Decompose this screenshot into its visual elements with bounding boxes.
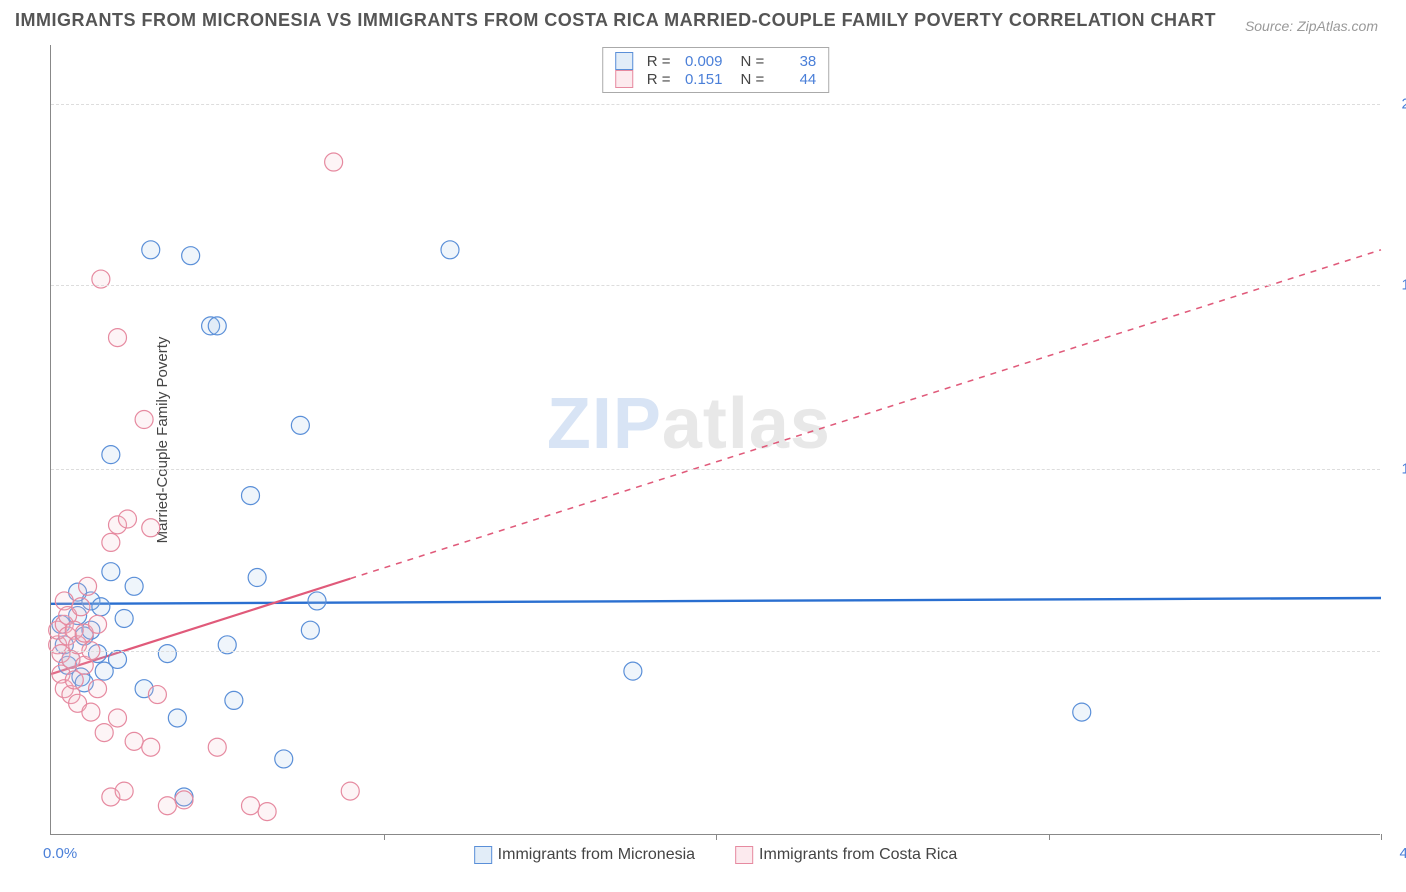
stats-r-label: R = xyxy=(647,53,671,70)
legend-item-costarica: Immigrants from Costa Rica xyxy=(735,846,957,864)
data-point-costarica xyxy=(148,686,166,704)
plot-area: Married-Couple Family Poverty ZIPatlas R… xyxy=(50,45,1380,835)
x-tick-max: 40.0% xyxy=(1399,845,1406,862)
data-point-costarica xyxy=(258,803,276,821)
stats-n-value: 38 xyxy=(772,53,816,70)
data-point-costarica xyxy=(135,411,153,429)
data-point-micronesia xyxy=(92,598,110,616)
data-point-micronesia xyxy=(142,241,160,259)
data-point-costarica xyxy=(89,680,107,698)
stats-n-label: N = xyxy=(741,53,765,70)
stats-n-value: 44 xyxy=(772,71,816,88)
stats-r-value: 0.151 xyxy=(679,71,723,88)
data-point-micronesia xyxy=(208,317,226,335)
data-point-costarica xyxy=(109,329,127,347)
data-point-costarica xyxy=(142,738,160,756)
data-point-micronesia xyxy=(182,247,200,265)
x-tick xyxy=(1049,834,1050,840)
data-point-micronesia xyxy=(242,487,260,505)
x-tick xyxy=(1381,834,1382,840)
legend-item-micronesia: Immigrants from Micronesia xyxy=(474,846,695,864)
data-point-micronesia xyxy=(115,609,133,627)
data-point-costarica xyxy=(325,153,343,171)
legend-label: Immigrants from Costa Rica xyxy=(759,846,957,863)
chart-title: IMMIGRANTS FROM MICRONESIA VS IMMIGRANTS… xyxy=(15,10,1216,31)
data-point-costarica xyxy=(208,738,226,756)
data-point-micronesia xyxy=(102,446,120,464)
data-point-costarica xyxy=(79,577,97,595)
data-point-costarica xyxy=(341,782,359,800)
data-point-micronesia xyxy=(102,563,120,581)
data-point-micronesia xyxy=(308,592,326,610)
data-point-costarica xyxy=(95,724,113,742)
gridline-h xyxy=(51,651,1380,652)
data-point-micronesia xyxy=(158,645,176,663)
data-point-micronesia xyxy=(275,750,293,768)
stats-legend-box: R = 0.009 N = 38 R = 0.151 N = 44 xyxy=(602,47,830,93)
data-point-costarica xyxy=(115,782,133,800)
x-tick xyxy=(716,834,717,840)
data-point-micronesia xyxy=(109,650,127,668)
trend-line-dashed-costarica xyxy=(350,250,1381,579)
y-tick-label: 25.0% xyxy=(1401,95,1406,112)
trend-line-micronesia xyxy=(51,598,1381,604)
data-point-micronesia xyxy=(168,709,186,727)
bottom-legend: Immigrants from Micronesia Immigrants fro… xyxy=(474,846,958,864)
stats-row-micronesia: R = 0.009 N = 38 xyxy=(615,52,817,70)
stats-n-label: N = xyxy=(741,71,765,88)
data-point-costarica xyxy=(125,732,143,750)
legend-label: Immigrants from Micronesia xyxy=(498,846,695,863)
stats-r-value: 0.009 xyxy=(679,53,723,70)
data-point-micronesia xyxy=(225,691,243,709)
data-point-costarica xyxy=(158,797,176,815)
y-tick-label: 12.5% xyxy=(1401,461,1406,478)
data-point-costarica xyxy=(118,510,136,528)
data-point-costarica xyxy=(175,791,193,809)
legend-swatch-micronesia xyxy=(615,52,633,70)
data-point-costarica xyxy=(142,519,160,537)
data-point-micronesia xyxy=(125,577,143,595)
data-point-costarica xyxy=(89,615,107,633)
stats-r-label: R = xyxy=(647,71,671,88)
legend-swatch-costarica xyxy=(735,846,753,864)
data-point-micronesia xyxy=(291,416,309,434)
gridline-h xyxy=(51,285,1380,286)
data-point-costarica xyxy=(242,797,260,815)
data-point-costarica xyxy=(72,598,90,616)
data-point-micronesia xyxy=(248,569,266,587)
y-tick-label: 18.8% xyxy=(1401,276,1406,293)
data-point-micronesia xyxy=(441,241,459,259)
legend-swatch-costarica xyxy=(615,70,633,88)
data-point-micronesia xyxy=(1073,703,1091,721)
chart-svg xyxy=(51,45,1380,834)
data-point-costarica xyxy=(82,703,100,721)
data-point-micronesia xyxy=(624,662,642,680)
data-point-micronesia xyxy=(301,621,319,639)
x-tick-min: 0.0% xyxy=(43,845,77,862)
gridline-h xyxy=(51,469,1380,470)
x-tick xyxy=(384,834,385,840)
data-point-costarica xyxy=(102,533,120,551)
gridline-h xyxy=(51,104,1380,105)
source-label: Source: ZipAtlas.com xyxy=(1245,18,1378,34)
stats-row-costarica: R = 0.151 N = 44 xyxy=(615,70,817,88)
legend-swatch-micronesia xyxy=(474,846,492,864)
data-point-costarica xyxy=(109,709,127,727)
